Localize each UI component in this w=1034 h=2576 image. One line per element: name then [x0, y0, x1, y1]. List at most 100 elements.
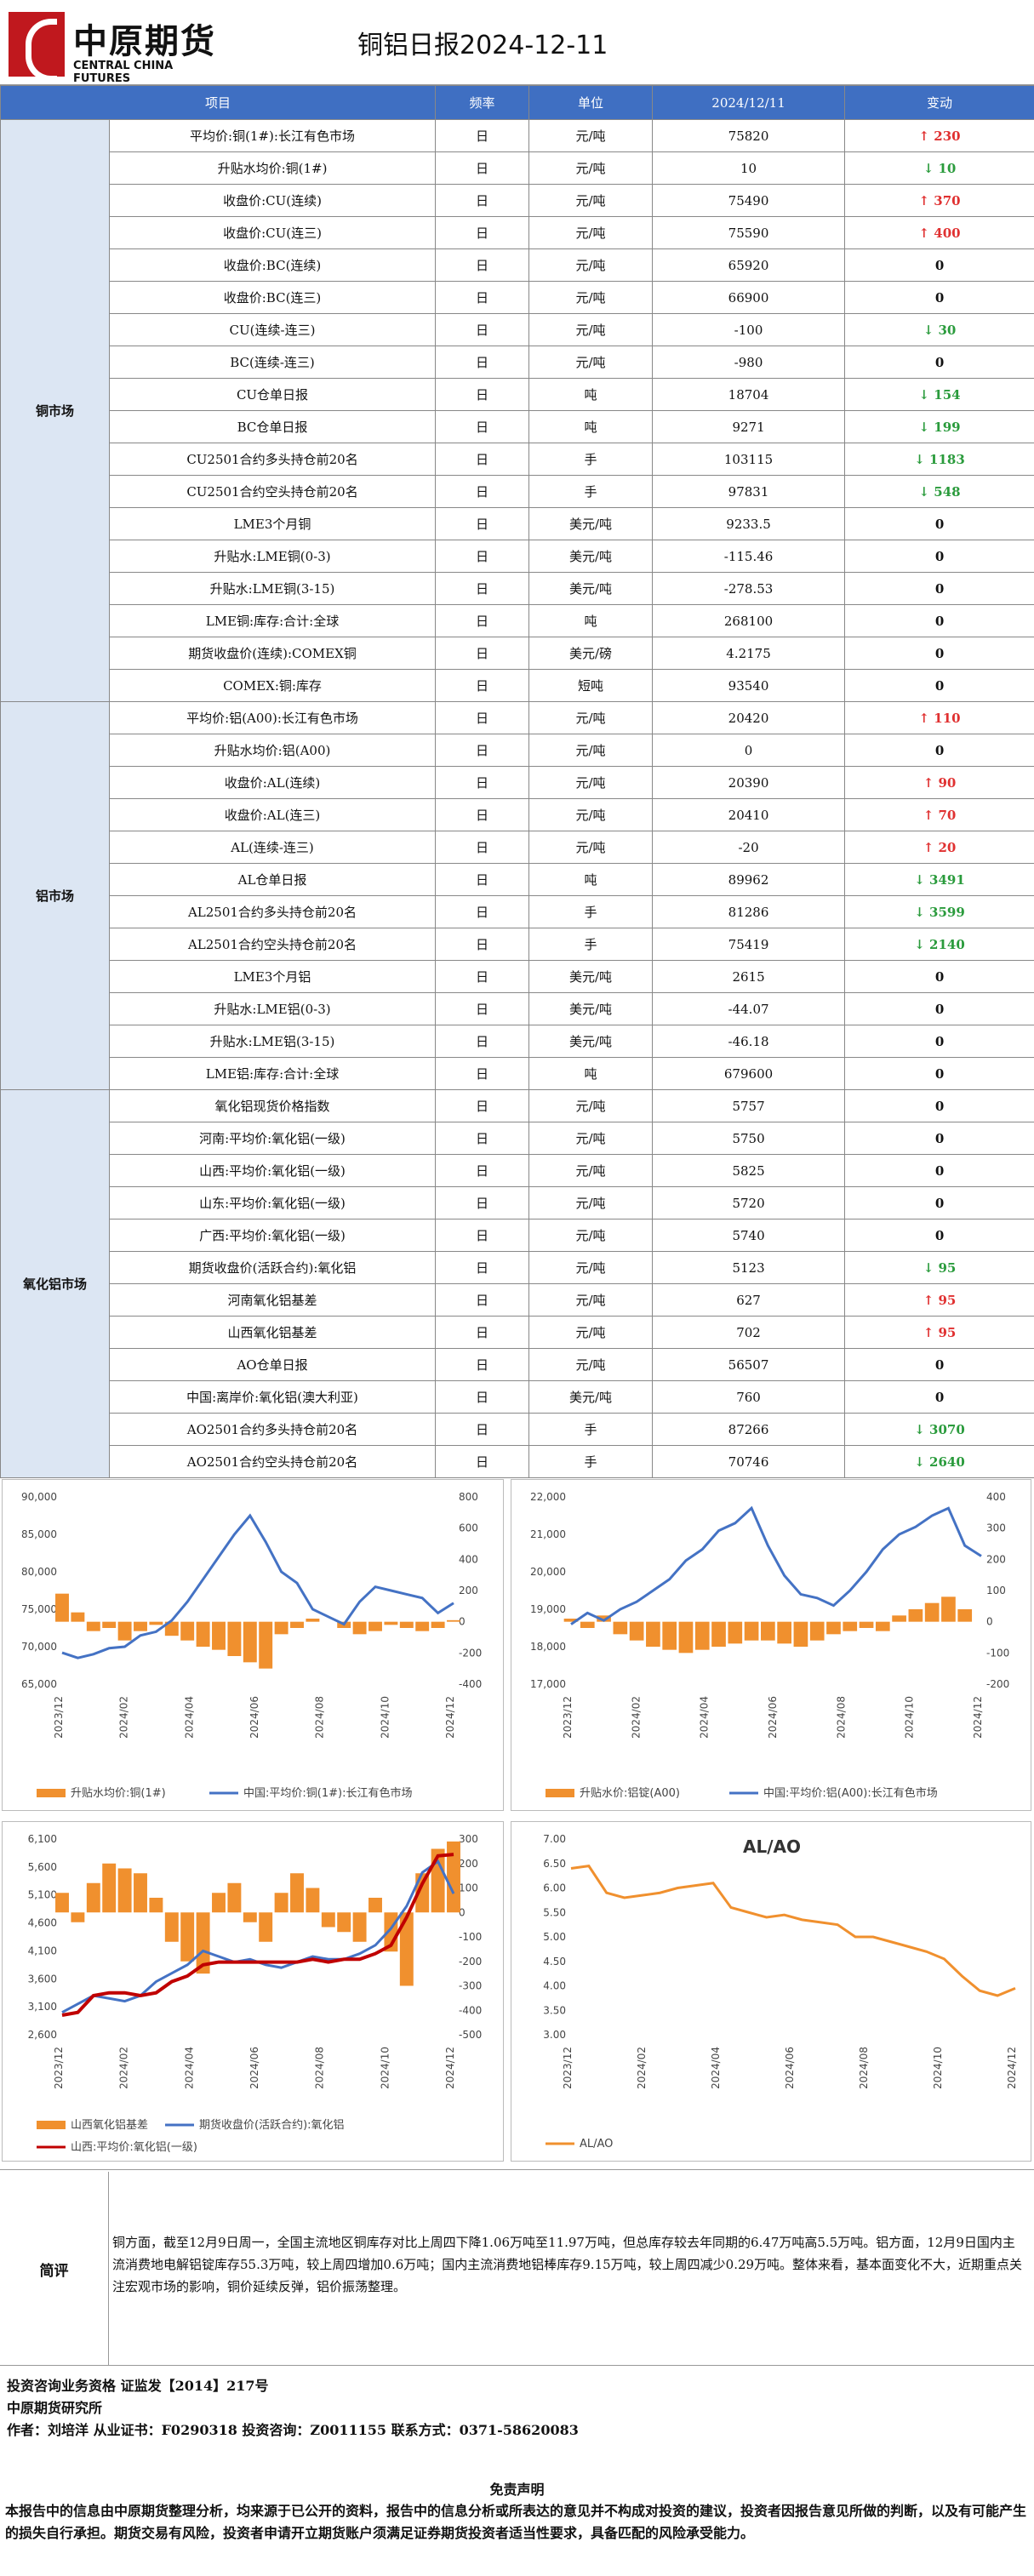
- x-tick-label: 2024/02: [630, 1696, 642, 1739]
- item-name: 升贴水:LME铝(0-3): [108, 992, 437, 1025]
- author-line: 作者：刘培洋 从业证书：F0290318 投资咨询：Z0011155 联系方式：…: [7, 2422, 579, 2438]
- value: 702: [652, 1316, 846, 1349]
- value: 70746: [652, 1445, 846, 1478]
- y-tick-label-left: 2,600: [28, 2029, 57, 2041]
- change-cell: 0: [844, 1025, 1034, 1058]
- item-name: 收盘价:CU(连续): [108, 184, 437, 217]
- table-row: 升贴水:LME铝(3-15) 日美元/吨 -46.18 0: [1, 1025, 1034, 1058]
- change-cell: 0: [844, 734, 1034, 767]
- chart-bar: [777, 1621, 791, 1644]
- table-row: CU(连续-连三) 日元/吨 -100 ↓ 30: [1, 313, 1034, 346]
- change-cell: ↓ 1183: [844, 443, 1034, 476]
- table-row: 升贴水:LME铜(3-15) 日美元/吨 -278.53 0: [1, 572, 1034, 605]
- y-tick-label-left: 20,000: [530, 1566, 566, 1578]
- chart-bar: [384, 1621, 398, 1625]
- value: 9233.5: [652, 507, 846, 540]
- change-cell: ↑ 110: [844, 701, 1034, 734]
- chart-bar: [957, 1609, 973, 1622]
- frequency: 日: [435, 863, 530, 896]
- chart-bar: [274, 1893, 288, 1913]
- chart-title: AL/AO: [743, 1836, 801, 1857]
- unit: 美元/吨: [528, 540, 654, 573]
- x-tick-label: 2024/04: [183, 1696, 195, 1739]
- legend-label: 山西:平均价:氧化铝(一级): [71, 2141, 197, 2154]
- arrow-down-icon: ↓: [914, 936, 930, 952]
- value: 97831: [652, 475, 846, 508]
- summary-label: 简评: [0, 2172, 109, 2366]
- chart-bar: [843, 1621, 858, 1631]
- item-name: 河南:平均价:氧化铝(一级): [108, 1122, 437, 1155]
- table-row: 氧化铝市场 氧化铝现货价格指数日元/吨 5757 0: [0, 1089, 1034, 1478]
- chart-bar: [164, 1621, 179, 1636]
- group-label: 铝市场: [0, 701, 110, 1090]
- y-tick-label-right: 100: [986, 1585, 1006, 1596]
- x-tick-label: 2023/12: [53, 2047, 65, 2089]
- item-name: 山西:平均价:氧化铝(一级): [108, 1154, 437, 1187]
- chart-bar: [259, 1621, 273, 1669]
- change-value: 370: [934, 192, 961, 208]
- unit: 手: [528, 928, 654, 961]
- change-value: 110: [934, 710, 961, 726]
- unit: 元/吨: [528, 766, 654, 799]
- chart-bar: [580, 1621, 595, 1628]
- value: 2615: [652, 960, 846, 993]
- y-tick-label-left: 6.00: [543, 1882, 566, 1894]
- chart-bar: [941, 1596, 956, 1622]
- chart-bar: [875, 1621, 890, 1631]
- change-value: 548: [934, 483, 961, 500]
- change-cell: ↑ 95: [844, 1316, 1034, 1349]
- unit: 美元/吨: [528, 1025, 654, 1058]
- x-tick-label: 2024/08: [835, 1696, 847, 1739]
- y-tick-label-left: 4.50: [543, 1956, 566, 1968]
- table-row: AO2501合约空头持仓前20名日手 70746 ↓ 2640: [1, 1445, 1034, 1478]
- change-value: 0: [934, 1389, 945, 1405]
- table-row: 收盘价:AL(连三) 日元/吨 20410 ↑ 70: [1, 798, 1034, 831]
- frequency: 日: [435, 151, 530, 185]
- change-value: 0: [934, 516, 945, 532]
- item-name: COMEX:铜:库存: [108, 669, 437, 702]
- change-cell: 0: [844, 346, 1034, 379]
- item-name: CU2501合约多头持仓前20名: [108, 443, 437, 476]
- item-name: 升贴水:LME铜(3-15): [108, 572, 437, 605]
- frequency: 日: [435, 1122, 530, 1155]
- change-value: 0: [934, 1357, 945, 1373]
- group-label: 铜市场: [0, 119, 110, 702]
- value: 679600: [652, 1057, 846, 1090]
- frequency: 日: [435, 701, 530, 734]
- frequency: 日: [435, 1445, 530, 1478]
- y-tick-label-right: -400: [459, 2004, 482, 2016]
- col-header-unit: 单位: [528, 85, 654, 120]
- table-row: 升贴水均价:铜(1#) 日元/吨 10 ↓ 10: [1, 151, 1034, 185]
- item-name: 广西:平均价:氧化铝(一级): [108, 1219, 437, 1252]
- y-tick-label-right: -300: [459, 1980, 482, 1992]
- frequency: 日: [435, 281, 530, 314]
- x-tick-label: 2024/06: [249, 1696, 260, 1739]
- unit: 手: [528, 443, 654, 476]
- y-tick-label-left: 5.00: [543, 1931, 566, 1943]
- y-tick-label-left: 4.00: [543, 1980, 566, 1992]
- chart-bar: [431, 1621, 445, 1628]
- unit: 元/吨: [528, 1251, 654, 1284]
- chart-bar: [399, 1621, 414, 1628]
- chart-bar: [86, 1621, 100, 1631]
- change-value: 0: [934, 289, 945, 306]
- unit: 短吨: [528, 669, 654, 702]
- value: 5757: [652, 1089, 846, 1122]
- chart-bar: [180, 1621, 195, 1641]
- unit: 吨: [528, 1057, 654, 1090]
- col-header-item: 项目: [0, 85, 437, 120]
- table-row: COMEX:铜:库存日短吨 93540 0: [1, 669, 1034, 702]
- legend-label: 升贴水均价:铜(1#): [71, 1787, 166, 1800]
- arrow-down-icon: ↓: [918, 483, 934, 500]
- chart-bar: [321, 1912, 335, 1928]
- change-value: 199: [934, 419, 961, 435]
- frequency: 日: [435, 960, 530, 993]
- col-header-date: 2024/12/11: [652, 85, 846, 120]
- legend-swatch: [546, 1789, 574, 1797]
- chart-bar: [227, 1621, 242, 1656]
- frequency: 日: [435, 1251, 530, 1284]
- value: -115.46: [652, 540, 846, 573]
- chart-series-line: [61, 1853, 454, 2017]
- chart-bar: [212, 1621, 226, 1650]
- unit: 美元/磅: [528, 637, 654, 670]
